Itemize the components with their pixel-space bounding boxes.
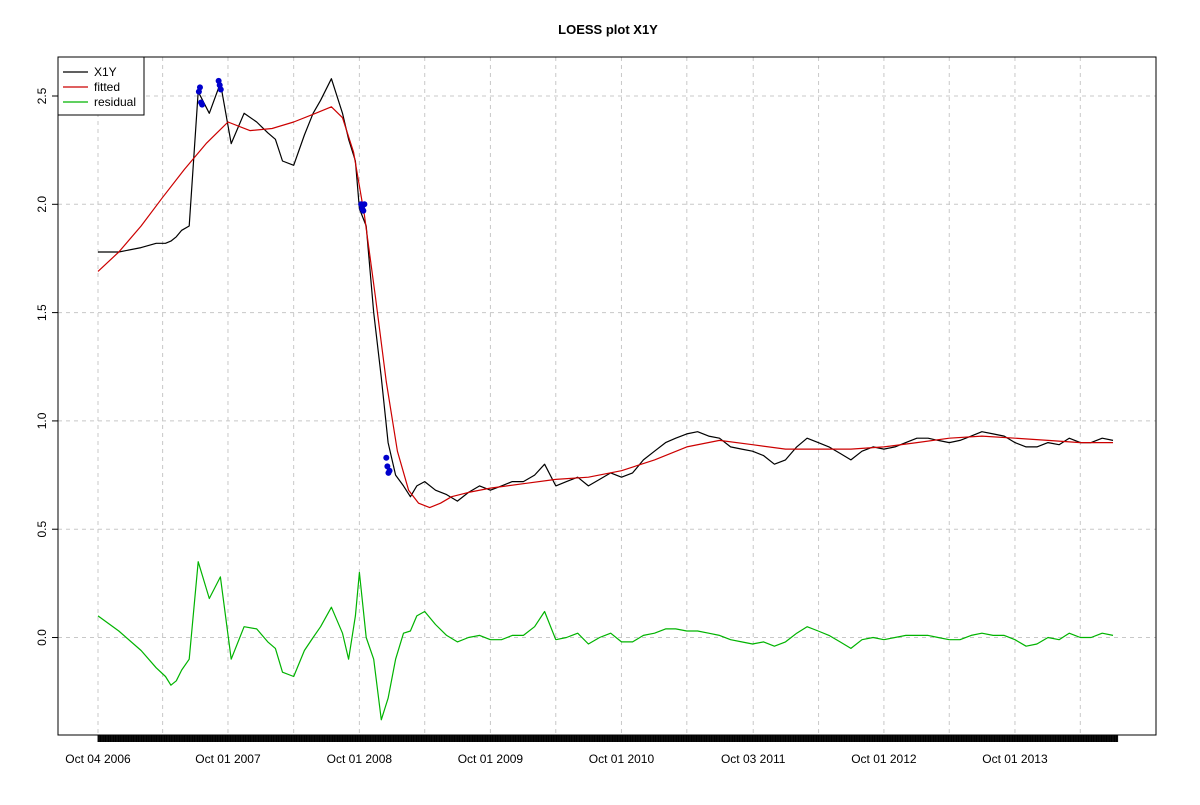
highlight-point [217,86,224,93]
x-tick-label: Oct 01 2012 [851,752,917,766]
y-tick-label: 1.5 [35,304,49,321]
x-tick-label: Oct 01 2008 [327,752,393,766]
series-layer [97,78,1114,721]
legend-label: fitted [94,80,120,94]
highlight-point [360,207,367,214]
y-tick-label: 2.0 [35,196,49,213]
legend-label: X1Y [94,65,117,79]
x-minor-ticks [97,735,1119,742]
highlight-point [386,467,393,474]
series-line-fitted [97,106,1113,509]
highlight-point [361,201,368,208]
grid-layer [58,57,1156,735]
x-axis: Oct 04 2006 Oct 01 2007 Oct 01 2008 Oct 01 … [65,735,1119,766]
x-tick-label: Oct 01 2010 [589,752,655,766]
legend-label: residual [94,95,136,109]
x-tick-label: Oct 01 2013 [982,752,1048,766]
series-line-residual [97,561,1114,721]
y-axis: 0.0 0.5 1.0 1.5 2.0 2.5 [35,87,58,646]
highlight-point [383,454,390,461]
y-tick-label: 2.5 [35,87,49,104]
x-tick-label: Oct 03 2011 [721,752,786,766]
plot-frame [57,56,1157,736]
x-tick-label: Oct 01 2007 [195,752,261,766]
x-tick-label: Oct 01 2009 [458,752,524,766]
x-tick-label: Oct 04 2006 [65,752,131,766]
highlight-point [196,84,203,91]
legend-box [57,56,145,116]
highlight-point [199,101,206,108]
y-tick-label: 1.0 [35,412,49,429]
highlight-points-layer [195,77,393,476]
chart-title: LOESS plot X1Y [558,22,658,37]
y-tick-label: 0.0 [35,629,49,646]
y-tick-label: 0.5 [35,521,49,538]
